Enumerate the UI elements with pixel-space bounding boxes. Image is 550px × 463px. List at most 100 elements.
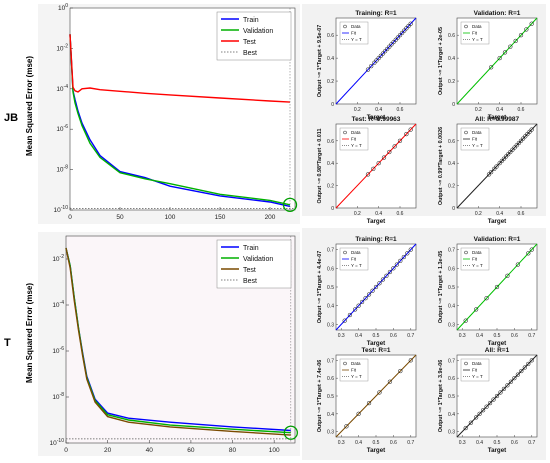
reg-xlabel: Target: [367, 218, 385, 225]
reg-ylabel: Output ~= 0.98*Target + 0.011: [317, 129, 323, 204]
reg-legend-label: Data: [472, 250, 482, 255]
perf-ytick-label: 10-8: [56, 165, 68, 174]
reg-ytick-label: 0.6: [327, 33, 334, 39]
reg-data-point: [525, 131, 530, 137]
reg-legend-label: Fit: [351, 137, 357, 142]
reg-ytick-label: 0: [452, 206, 455, 212]
perf-legend: [216, 11, 292, 61]
reg-legend-swatch: [464, 361, 468, 366]
reg-title: Validation: R=1: [474, 236, 521, 243]
reg-legend-label: Fit: [472, 368, 478, 373]
reg-xtick-label: 0.4: [375, 107, 382, 113]
reg-legend: [339, 358, 369, 382]
reg-data-point: [487, 400, 493, 406]
perf-xtick-label: 20: [104, 447, 112, 454]
reg-ytick-label: 0.2: [327, 184, 334, 190]
reg-data-point: [523, 134, 528, 139]
reg-title: Training: R=1: [355, 10, 397, 17]
reg-title: Training: R=1: [355, 236, 397, 243]
reg-data-point: [408, 247, 413, 252]
reg-data-point: [512, 145, 517, 150]
reg-data-point: [488, 170, 494, 175]
reg-xtick-label: 0.2: [475, 107, 482, 113]
reg-data-point: [508, 149, 513, 155]
reg-ytick-label: 0.4: [327, 56, 334, 62]
reg-fit-line: [456, 123, 538, 209]
reg-data-point: [505, 383, 510, 388]
reg-legend-label: Data: [472, 130, 482, 135]
reg-xlabel: Target: [488, 114, 506, 121]
reg-xtick-label: 0.4: [496, 107, 503, 113]
reg-ytick-label: 0.6: [327, 376, 334, 382]
reg-data-point: [503, 154, 509, 159]
reg-data-point: [477, 411, 482, 416]
reg-data-point: [370, 288, 375, 293]
reg-ytick-label: 0.4: [448, 56, 455, 62]
reg-data-point: [515, 262, 521, 267]
perf-legend-label: Best: [243, 278, 257, 285]
reg-data-point: [514, 143, 519, 148]
reg-ylabel: Output ~= 1*Target + 9.5e-07: [317, 25, 323, 98]
reg-data-point: [365, 67, 371, 72]
regression-plot-reg-JB-train: Training: R=1 Target Output ~= 1*Target + …: [317, 10, 417, 121]
row-label-jb: JB: [4, 112, 18, 124]
reg-xtick-label: 0.2: [354, 107, 361, 113]
perf-xtick-label: 0: [68, 214, 72, 221]
reg-data-point: [524, 27, 529, 32]
perf-ytick-label: 10-2: [56, 43, 68, 52]
reg-data-point: [359, 299, 365, 305]
reg-data-point: [512, 376, 517, 381]
reg-data-point: [387, 44, 392, 49]
reg-data-point: [526, 251, 531, 256]
reg-data-point: [510, 147, 515, 152]
regression-plot-reg-T-all: All: R=1 Target Output ~= 1*Target + 3.9e-…: [438, 347, 538, 454]
perf-ytick-label: 10-2: [52, 254, 64, 263]
reg-legend: [460, 358, 490, 382]
reg-fit-line: [456, 354, 538, 438]
reg-data-point: [520, 136, 526, 141]
reg-ytick-label: 0.5: [448, 285, 455, 291]
reg-xtick-label: 0.3: [459, 440, 466, 446]
reg-legend-label: Y = T: [472, 143, 483, 148]
reg-ytick-label: 0.2: [448, 184, 455, 190]
reg-xlabel: Target: [488, 218, 506, 225]
reg-xtick-label: 0.3: [338, 333, 345, 339]
reg-data-point: [516, 140, 522, 146]
reg-data-point: [505, 273, 510, 278]
reg-ytick-label: 0.3: [327, 322, 334, 328]
perf-xtick-label: 50: [116, 214, 124, 221]
reg-xtick-label: 0.7: [528, 333, 535, 339]
reg-data-point: [376, 161, 381, 166]
reg-xtick-label: 0.6: [518, 107, 525, 113]
reg-data-point: [374, 58, 379, 63]
reg-legend: [460, 127, 490, 151]
reg-data-point: [526, 361, 531, 367]
reg-xtick-label: 0.6: [518, 211, 525, 217]
reg-data-point: [486, 172, 492, 177]
reg-ytick-label: 0.7: [448, 248, 455, 254]
reg-xtick-label: 0.6: [511, 440, 518, 446]
reg-legend-label: Data: [351, 250, 361, 255]
reg-data-point: [408, 358, 413, 363]
reg-data-point: [347, 312, 353, 318]
reg-data-point: [342, 318, 347, 323]
reg-data-point: [529, 21, 534, 26]
reg-data-point: [373, 284, 379, 290]
reg-data-point: [380, 51, 386, 56]
perf-jb-ylabel: Mean Squared Error (mse): [25, 56, 34, 156]
reg-data-point: [382, 49, 388, 54]
reg-ytick-label: 0.4: [327, 304, 334, 310]
reg-data-point: [463, 425, 468, 431]
reg-data-point: [494, 164, 499, 169]
perf-xtick-label: 60: [187, 447, 195, 454]
reg-data-point: [397, 138, 403, 143]
reg-data-point: [372, 60, 377, 65]
perf-xtick-label: 200: [265, 214, 276, 221]
reg-data-point: [519, 368, 524, 374]
reg-ytick-label: 0.3: [327, 430, 334, 436]
reg-ytick-label: 0.6: [448, 266, 455, 272]
reg-ytick-label: 0.4: [448, 161, 455, 167]
reg-data-point: [352, 307, 358, 312]
reg-data-point: [498, 390, 503, 395]
